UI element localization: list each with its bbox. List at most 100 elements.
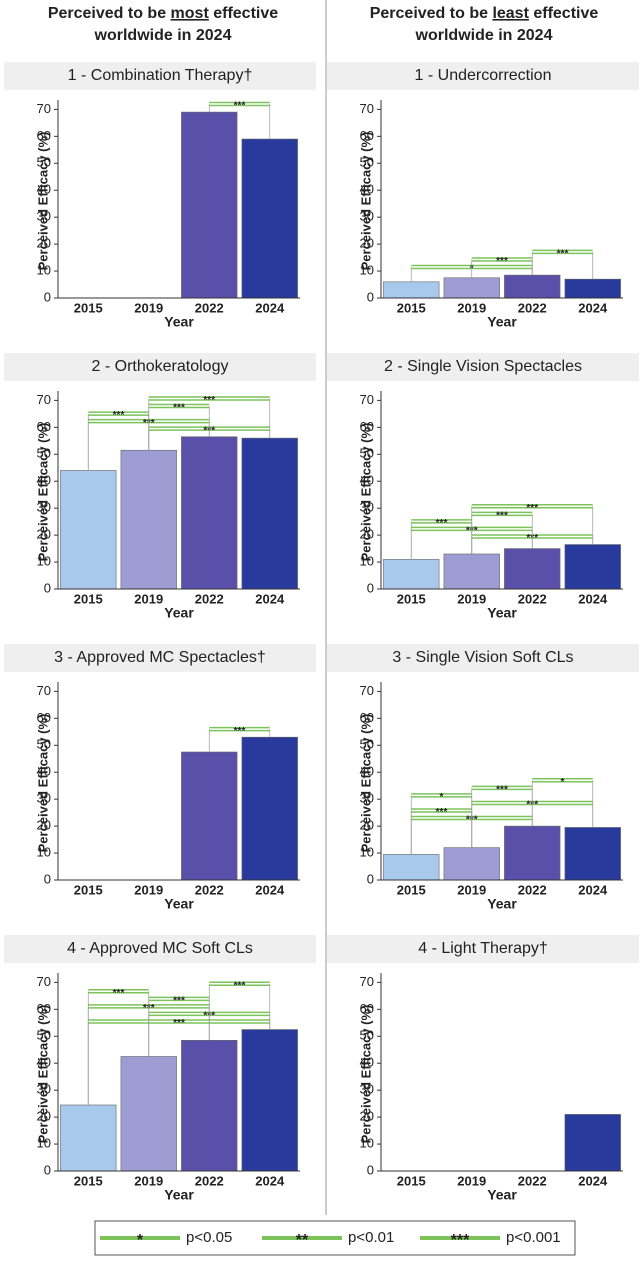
bar (181, 1040, 238, 1172)
y-tick-label: 10 (37, 844, 51, 859)
panel-title-bg (4, 62, 316, 90)
x-tick-label: 2024 (255, 591, 285, 606)
significance-label: *** (496, 256, 508, 267)
panel-title-bg (327, 353, 639, 381)
bar (504, 548, 561, 590)
x-axis-label: Year (487, 314, 517, 330)
y-tick-label: 40 (360, 182, 374, 197)
y-tick-label: 40 (360, 473, 374, 488)
y-tick-label: 20 (360, 527, 374, 542)
x-axis-label: Year (164, 605, 194, 621)
x-tick-label: 2019 (457, 1173, 486, 1188)
x-axis-label: Year (164, 1187, 194, 1203)
legend-symbol: * (137, 1232, 144, 1249)
x-tick-label: 2024 (255, 300, 285, 315)
bar (443, 847, 500, 881)
x-axis-label: Year (487, 1187, 517, 1203)
y-tick-label: 20 (37, 1109, 51, 1124)
x-tick-label: 2024 (578, 591, 608, 606)
panel-title-bg (4, 644, 316, 672)
x-tick-label: 2022 (195, 882, 224, 897)
y-tick-label: 70 (37, 974, 51, 989)
y-tick-label: 20 (37, 818, 51, 833)
significance-label: *** (496, 510, 508, 521)
y-tick-label: 50 (37, 737, 51, 752)
y-tick-label: 30 (37, 791, 51, 806)
bar (383, 559, 440, 590)
x-tick-label: 2022 (195, 1173, 224, 1188)
significance-label: * (440, 792, 444, 803)
bar (564, 544, 621, 590)
bar (181, 436, 238, 590)
x-axis-label: Year (487, 605, 517, 621)
y-tick-label: 10 (360, 553, 374, 568)
y-tick-label: 50 (360, 446, 374, 461)
y-tick-label: 70 (360, 974, 374, 989)
x-tick-label: 2015 (74, 1173, 103, 1188)
bar (60, 470, 117, 590)
header-emphasis: least (492, 5, 529, 22)
y-tick-label: 70 (360, 101, 374, 116)
bar (181, 111, 238, 299)
y-tick-label: 10 (360, 844, 374, 859)
y-tick-label: 40 (37, 473, 51, 488)
y-tick-label: 50 (37, 446, 51, 461)
y-tick-label: 30 (360, 209, 374, 224)
y-tick-label: 70 (360, 392, 374, 407)
legend-label: p<0.05 (186, 1229, 232, 1246)
x-tick-label: 2015 (74, 591, 103, 606)
bar (383, 281, 440, 299)
y-tick-label: 60 (37, 710, 51, 725)
header-text: Perceived to be (370, 5, 493, 22)
y-tick-label: 10 (37, 553, 51, 568)
x-tick-label: 2022 (518, 882, 547, 897)
y-axis-label: Perceived Efficacy (%) (35, 423, 50, 562)
significance-label: *** (234, 101, 246, 112)
panel-title: 2 - Single Vision Spectacles (384, 358, 582, 375)
y-tick-label: 40 (37, 764, 51, 779)
x-tick-label: 2015 (397, 882, 426, 897)
y-tick-label: 50 (37, 1028, 51, 1043)
bar (564, 278, 621, 299)
y-tick-label: 40 (360, 764, 374, 779)
y-tick-label: 20 (360, 1109, 374, 1124)
significance-label: *** (234, 726, 246, 737)
y-axis-label: Perceived Efficacy (%) (358, 423, 373, 562)
x-tick-label: 2022 (518, 1173, 547, 1188)
legend-label: p<0.001 (506, 1229, 561, 1246)
x-tick-label: 2015 (74, 300, 103, 315)
significance-label: *** (173, 995, 185, 1006)
x-tick-label: 2019 (134, 591, 163, 606)
y-tick-label: 70 (37, 683, 51, 698)
legend-symbol: ** (296, 1232, 309, 1249)
x-tick-label: 2022 (518, 591, 547, 606)
bar (504, 825, 561, 881)
x-tick-label: 2024 (578, 1173, 608, 1188)
y-axis-label: Perceived Efficacy (%) (358, 1005, 373, 1144)
bar (120, 449, 177, 590)
panel-title-bg (327, 935, 639, 963)
panel-title: 1 - Undercorrection (415, 67, 552, 84)
x-tick-label: 2022 (518, 300, 547, 315)
x-tick-label: 2022 (195, 591, 224, 606)
panel-title: 4 - Approved MC Soft CLs (67, 940, 253, 957)
panel-title: 3 - Single Vision Soft CLs (392, 649, 573, 666)
y-tick-label: 0 (44, 289, 51, 304)
bar (241, 1029, 298, 1172)
panel-title: 3 - Approved MC Spectacles† (54, 649, 266, 666)
x-tick-label: 2024 (255, 882, 285, 897)
panel-title-bg (327, 62, 639, 90)
significance-label: *** (203, 395, 215, 406)
y-axis-label: Perceived Efficacy (%) (35, 1005, 50, 1144)
bar (564, 827, 621, 881)
bar (443, 553, 500, 590)
y-tick-label: 0 (44, 1162, 51, 1177)
significance-label: *** (173, 403, 185, 414)
y-tick-label: 50 (360, 737, 374, 752)
x-axis-label: Year (487, 896, 517, 912)
y-tick-label: 50 (37, 155, 51, 170)
y-tick-label: 40 (37, 182, 51, 197)
x-axis-label: Year (164, 896, 194, 912)
bar (504, 274, 561, 299)
